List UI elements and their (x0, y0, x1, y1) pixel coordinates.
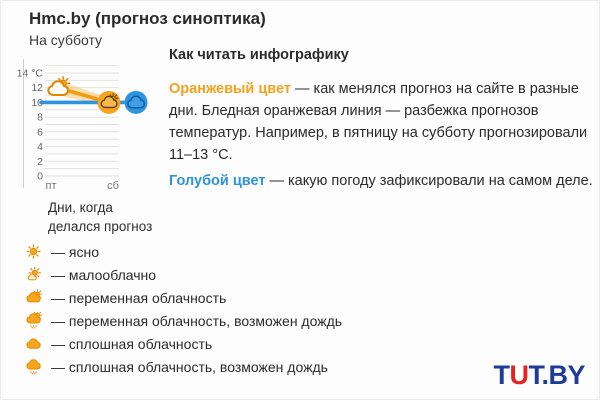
legend-item-label: — переменная облачность, возможен дождь (51, 312, 343, 329)
x-axis-ticks: пт сб (46, 180, 119, 192)
sun-icon (26, 244, 41, 259)
logo-letter-u: U (509, 360, 529, 390)
blue-color-term: Голубой цвет (169, 173, 266, 189)
legend-item-label: — сплошная облачность, возможен дождь (51, 358, 328, 375)
legend-item: — малооблачно (25, 263, 342, 286)
orange-explanation-paragraph: Оранжевый цвет — как менялся прогноз на … (169, 78, 593, 166)
legend-item: — ясно (25, 240, 342, 263)
y-axis-ticks: 14 °C 12 10 8 6 4 2 0 (17, 68, 43, 183)
logo-letters-tby: T.BY (528, 360, 585, 390)
legend-item: — сплошная облачность (25, 332, 342, 355)
svg-text:14 °C: 14 °C (17, 68, 43, 80)
chart-period-label: На субботу (29, 32, 103, 48)
svg-text:сб: сб (107, 180, 119, 192)
svg-text:0: 0 (37, 171, 43, 183)
tutby-logo: TUT.BY (493, 360, 585, 391)
cloud-sun-rain-icon (26, 312, 42, 329)
svg-text:4: 4 (37, 141, 43, 153)
svg-text:12: 12 (31, 82, 43, 94)
svg-text:10: 10 (31, 97, 43, 109)
svg-text:6: 6 (37, 126, 43, 138)
blue-explanation-text: — какую погоду зафиксировали на самом де… (265, 173, 593, 189)
legend-item-label: — сплошная облачность (51, 335, 213, 352)
legend-item: — переменная облачность (25, 286, 342, 309)
cloud-rain-icon (26, 359, 41, 375)
sun-small-cloud-icon (27, 266, 41, 281)
actual-point-glyph (127, 95, 146, 109)
forecast-chart: 14 °C 12 10 8 6 4 2 0пт сб (17, 59, 148, 192)
cloud-icon (26, 338, 41, 349)
forecast-point-glyph (100, 92, 119, 109)
orange-color-term: Оранжевый цвет (169, 81, 291, 97)
forecast-point-icon-fri (47, 75, 71, 96)
legend-item-label: — малооблачно (51, 266, 157, 283)
chart-x-axis-caption: Дни, когда делался прогноз (48, 200, 153, 234)
legend-item: — сплошная облачность, возможен дождь (25, 355, 342, 378)
legend-item: — переменная облачность, возможен дождь (25, 309, 342, 332)
svg-text:пт: пт (46, 180, 57, 192)
blue-explanation-paragraph: Голубой цвет — какую погоду зафиксировал… (169, 170, 593, 192)
legend-item-label: — ясно (51, 243, 99, 260)
logo-letter-t1: T (493, 360, 510, 390)
svg-text:8: 8 (37, 112, 43, 124)
legend-item-label: — переменная облачность (51, 289, 227, 306)
how-to-read-heading: Как читать инфографику (169, 47, 349, 63)
orange-explanation-text: — как менялся прогноз на сайте в разные … (169, 81, 588, 163)
explanation-block: Как читать инфографику Оранжевый цвет — … (169, 47, 593, 192)
cloud-sun-icon (26, 289, 42, 303)
chart-title: Hmc.by (прогноз синоптика) (29, 9, 266, 28)
svg-text:2: 2 (37, 156, 43, 168)
weather-icons-legend: — ясно — малооблачно — переменная облачнос… (25, 240, 342, 378)
